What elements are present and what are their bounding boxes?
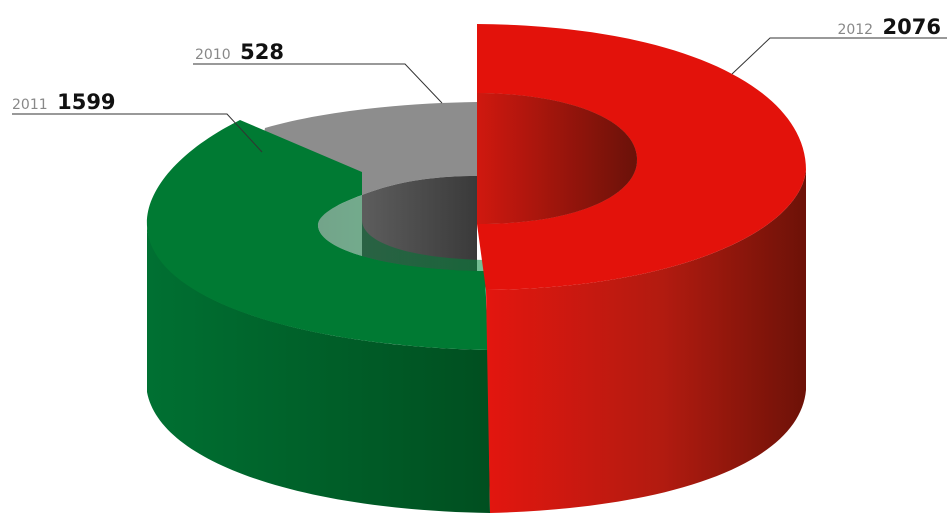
label-2011-year: 2011 xyxy=(12,97,48,113)
label-2012-year: 2012 xyxy=(837,22,873,38)
leader-line-2011 xyxy=(12,113,263,153)
svg-text:2012 2076: 2012 2076 xyxy=(837,15,941,39)
slice-2010-top xyxy=(260,102,477,195)
leader-line-2010 xyxy=(193,63,443,104)
slice-2011-side xyxy=(147,226,490,513)
label-2011: 2011 1599 xyxy=(12,90,263,153)
label-2012-value: 2076 xyxy=(883,15,941,39)
label-2012: 2012 2076 xyxy=(731,15,947,75)
svg-text:2010 528: 2010 528 xyxy=(195,40,284,64)
slice-2012-top xyxy=(477,24,806,290)
slice-2012 xyxy=(477,24,806,513)
slice-2011 xyxy=(146,120,490,513)
slice-2012-inner-face xyxy=(477,93,637,224)
slice-2011-top xyxy=(146,120,488,350)
slice-2011-inner-cut xyxy=(317,172,485,271)
svg-text:2011 1599: 2011 1599 xyxy=(12,90,116,114)
leader-line-2012 xyxy=(731,37,947,75)
label-2010-value: 528 xyxy=(240,40,284,64)
slice-2012-side xyxy=(486,170,806,513)
label-2010-year: 2010 xyxy=(195,47,231,63)
label-2010: 2010 528 xyxy=(193,40,443,104)
label-2011-value: 1599 xyxy=(57,90,115,114)
